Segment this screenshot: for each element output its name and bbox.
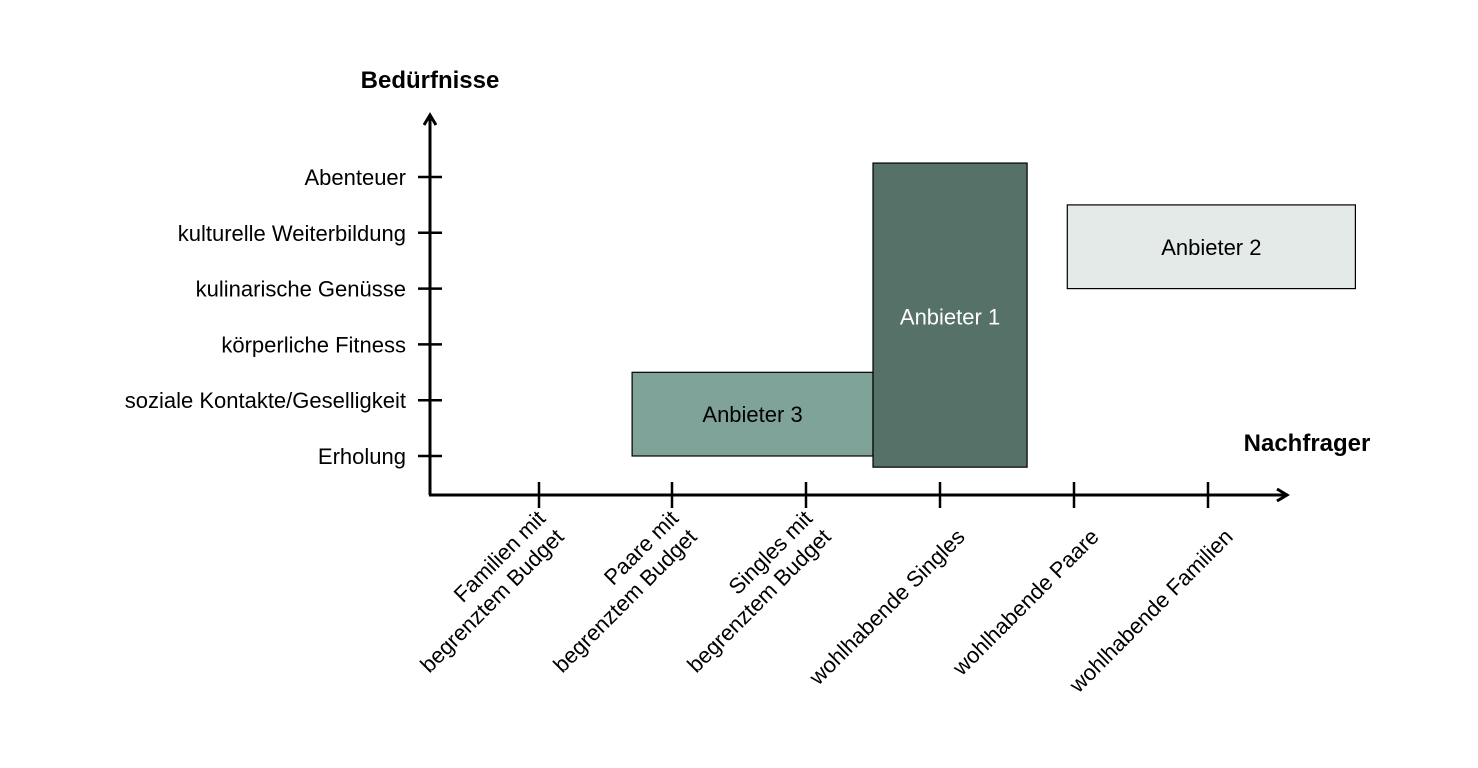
y-tick-label: kulinarische Genüsse xyxy=(196,277,406,302)
provider-rect xyxy=(631,371,874,457)
y-tick-label: kulturelle Weiterbildung xyxy=(178,221,406,246)
x-axis-title: Nachfrager xyxy=(1244,430,1371,457)
provider-label: Anbieter 1 xyxy=(900,305,1000,330)
provider-rect xyxy=(1066,204,1357,290)
y-axis-ticks: Erholung soziale Kontakte/Geselligkeit kör… xyxy=(125,165,442,469)
y-tick-label: Erholung xyxy=(318,444,406,469)
y-tick-label: körperliche Fitness xyxy=(221,332,406,357)
provider-boxes: Anbieter 3 Anbieter 1 Anbieter 2 xyxy=(631,162,1357,468)
y-tick-label: Abenteuer xyxy=(304,165,406,190)
x-axis-ticks: Familien mitbegrenztem Budget Paare mitbe… xyxy=(397,482,1238,698)
x-tick-label: Familien mitbegrenztem Budget xyxy=(397,506,569,678)
provider-rect xyxy=(872,162,1028,468)
provider-label: Anbieter 3 xyxy=(702,402,802,427)
y-axis-title: Bedürfnisse xyxy=(361,67,500,94)
provider-box: Anbieter 1 xyxy=(872,162,1028,468)
x-tick-label: wohlhabende Paare xyxy=(947,524,1104,681)
y-tick-label: soziale Kontakte/Geselligkeit xyxy=(125,388,406,413)
provider-label: Anbieter 2 xyxy=(1161,235,1261,260)
provider-box: Anbieter 2 xyxy=(1066,204,1357,290)
x-tick-label-line: wohlhabende Paare xyxy=(947,524,1104,681)
provider-box: Anbieter 3 xyxy=(631,371,874,457)
